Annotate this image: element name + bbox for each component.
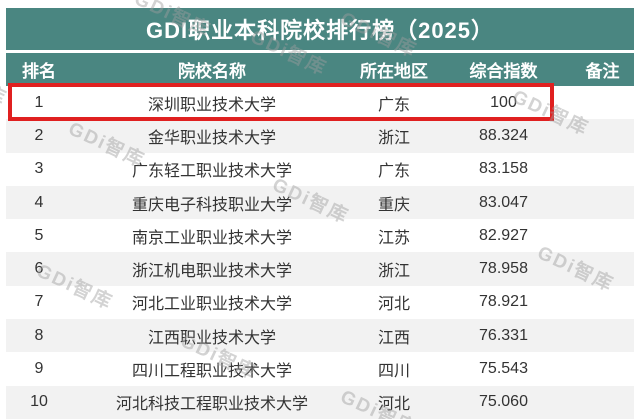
cell-rank: 9 (34, 360, 44, 378)
cell-rank: 1 (34, 93, 44, 111)
cell-rank: 5 (34, 226, 44, 244)
cell-name: 金华职业技术大学 (147, 129, 276, 147)
cell-region: 河北 (377, 396, 410, 414)
cell-note (571, 252, 634, 285)
column-header-rank: 排名 (22, 62, 56, 81)
table-row-5: 5 南京工业职业技术大学 江苏 82.927 (6, 219, 634, 253)
cell-name: 南京工业职业技术大学 (131, 229, 292, 247)
cell-index: 100 (490, 93, 517, 111)
cell-region: 四川 (377, 363, 410, 381)
column-header-region: 所在地区 (360, 62, 428, 81)
cell-rank: 8 (34, 326, 44, 344)
cell-name: 重庆电子科技职业大学 (131, 196, 292, 214)
cell-name: 江西职业技术大学 (147, 329, 276, 347)
cell-rank: 2 (34, 126, 44, 144)
cell-region: 广东 (377, 163, 410, 181)
cell-index: 83.047 (479, 193, 528, 211)
cell-rank: 7 (34, 293, 44, 311)
cell-note (571, 186, 634, 219)
cell-index: 78.958 (479, 260, 528, 278)
cell-region: 浙江 (377, 263, 410, 281)
cell-rank: 4 (34, 193, 44, 211)
cell-note (571, 86, 634, 119)
cell-note (571, 386, 634, 419)
cell-name: 河北工业职业技术大学 (131, 296, 292, 314)
cell-region: 江苏 (377, 229, 410, 247)
column-header-name: 院校名称 (178, 62, 246, 81)
cell-index: 78.921 (479, 293, 528, 311)
cell-region: 广东 (377, 96, 410, 114)
table-row-1: 1 深圳职业技术大学 广东 100 (6, 86, 634, 120)
table-row-8: 8 江西职业技术大学 江西 76.331 (6, 319, 634, 353)
column-header-note: 备注 (585, 62, 620, 81)
page-title: GDI职业本科院校排行榜（2025） (145, 18, 495, 43)
cell-index: 76.331 (479, 326, 528, 344)
cell-name: 浙江机电职业技术大学 (131, 263, 292, 281)
cell-note (571, 352, 634, 385)
cell-note (571, 219, 634, 252)
cell-note (571, 319, 634, 352)
cell-name: 四川工程职业技术大学 (131, 363, 292, 381)
table-header-row: 排名 院校名称 所在地区 综合指数 备注 (6, 53, 634, 86)
cell-note (571, 286, 634, 319)
cell-rank: 3 (34, 160, 44, 178)
cell-index: 75.060 (479, 393, 528, 411)
cell-region: 浙江 (377, 129, 410, 147)
cell-note (571, 153, 634, 186)
table-row-9: 9 四川工程职业技术大学 四川 75.543 (6, 352, 634, 386)
cell-index: 88.324 (479, 126, 528, 144)
cell-name: 广东轻工职业技术大学 (131, 163, 292, 181)
title-bar: GDI职业本科院校排行榜（2025） (6, 8, 634, 50)
table-row-4: 4 重庆电子科技职业大学 重庆 83.047 (6, 185, 634, 220)
cell-rank: 10 (30, 393, 48, 411)
cell-region: 江西 (377, 329, 410, 347)
table-body: 1 深圳职业技术大学 广东 100 2 金华职业技术大学 浙江 88.324 3… (6, 86, 634, 419)
table-row-3: 3 广东轻工职业技术大学 广东 83.158 (6, 152, 634, 186)
cell-name: 河北科技工程职业技术大学 (115, 396, 308, 414)
cell-index: 83.158 (479, 160, 528, 178)
cell-rank: 6 (34, 260, 44, 278)
cell-index: 75.543 (479, 360, 528, 378)
table-row-7: 7 河北工业职业技术大学 河北 78.921 (6, 285, 634, 320)
cell-region: 重庆 (377, 196, 410, 214)
cell-name: 深圳职业技术大学 (147, 96, 276, 114)
cell-index: 82.927 (479, 226, 528, 244)
column-header-index: 综合指数 (469, 62, 538, 81)
table-row-2: 2 金华职业技术大学 浙江 88.324 (6, 119, 634, 153)
table-row-10: 10 河北科技工程职业技术大学 河北 75.060 (6, 385, 634, 419)
cell-note (571, 119, 634, 152)
table-row-6: 6 浙江机电职业技术大学 浙江 78.958 (6, 252, 634, 286)
cell-region: 河北 (377, 296, 410, 314)
